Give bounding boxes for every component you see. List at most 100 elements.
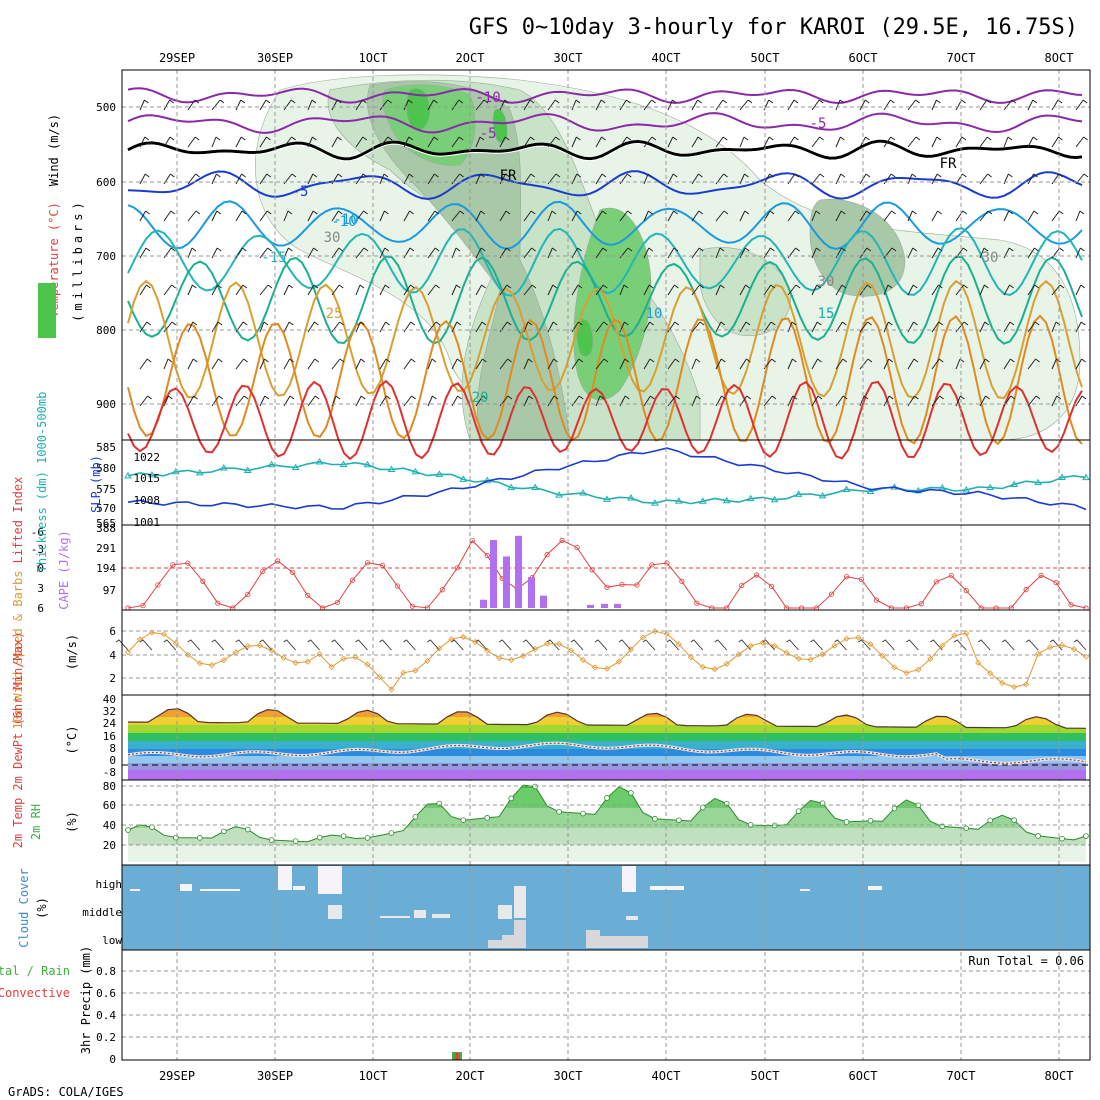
wind-barb <box>163 136 175 148</box>
wind-barb <box>355 247 369 259</box>
wind-barb <box>547 284 558 296</box>
wind-speed-marker <box>1011 683 1018 691</box>
wind-barb <box>451 136 464 148</box>
wind-barb <box>907 358 919 370</box>
wind-barb <box>595 284 608 296</box>
thickness-line-marker <box>1010 480 1019 488</box>
freezing-level-inner <box>127 142 1083 162</box>
li-marker <box>1023 587 1029 593</box>
rh-marker <box>532 783 538 790</box>
wind-barb <box>858 639 871 651</box>
date-bottom-30SEP: 30SEP <box>257 1069 293 1083</box>
cloud-ylabel: (%) <box>35 897 49 919</box>
contour-label-9: -10 <box>331 214 356 230</box>
cloud-high-8 <box>800 889 810 891</box>
wind-barb <box>570 639 584 651</box>
wind-barb <box>787 136 799 148</box>
rh-ytick-40: 40 <box>103 819 116 832</box>
thickness-line-marker <box>770 495 779 503</box>
rh-shade-4 <box>406 88 431 131</box>
wind-barb <box>475 639 488 651</box>
li-marker <box>544 552 550 558</box>
wind-barb <box>331 210 343 222</box>
wind-barb <box>307 321 319 333</box>
wind-barb <box>691 358 701 370</box>
wind-barb <box>763 136 774 148</box>
wind-barb <box>1003 136 1013 148</box>
cape-bar <box>540 595 547 608</box>
wind-barb <box>355 136 368 148</box>
wind-barb <box>1027 99 1038 111</box>
cloud-level-high: high <box>96 878 123 891</box>
wind-barb <box>931 210 942 222</box>
rh-marker <box>891 805 898 812</box>
wind-barb <box>738 639 752 651</box>
wind-speed-marker <box>124 649 132 656</box>
wind-speed-marker <box>927 655 934 662</box>
wind-barb <box>1075 284 1086 296</box>
wind-barb <box>331 99 342 111</box>
wind-barb <box>1027 358 1040 370</box>
li-marker <box>918 601 924 607</box>
thickness-line-marker <box>818 491 827 499</box>
wind-barb <box>307 210 318 222</box>
li-marker <box>484 553 490 559</box>
wind-speed-marker <box>819 651 826 658</box>
date-bottom-2OCT: 2OCT <box>456 1069 485 1083</box>
li-marker <box>245 591 251 597</box>
temp-band-4 <box>128 741 1086 749</box>
rh-band-0 <box>128 845 1086 862</box>
wind-barb <box>1027 247 1039 259</box>
rh-marker <box>388 830 395 836</box>
wind-speed-marker <box>184 651 191 658</box>
date-bottom-3OCT: 3OCT <box>554 1069 583 1083</box>
rh-label: 2m RH <box>29 804 43 840</box>
wind-barb <box>211 247 222 259</box>
wind-barb <box>235 358 248 370</box>
li-marker <box>769 583 775 589</box>
wind-barb <box>811 284 822 296</box>
wind-speed-marker <box>412 667 419 674</box>
wind-barb <box>139 247 151 259</box>
wind-barb <box>979 395 990 407</box>
thickness-line-marker <box>243 466 252 474</box>
li-ytick-4: 6 <box>37 602 44 615</box>
wind-barb <box>979 284 989 296</box>
temp-ytick-3: 16 <box>103 730 116 743</box>
wind-barb <box>283 639 296 651</box>
wind-barb <box>211 136 221 148</box>
cape-ytick-388: 388 <box>96 522 116 535</box>
wind-speed-marker <box>232 649 239 656</box>
wind-barb <box>139 284 151 296</box>
wind-barb <box>259 210 272 222</box>
wind-barb <box>379 136 393 148</box>
wind-barb <box>523 210 536 222</box>
wind-barb <box>547 247 557 259</box>
wind-barb <box>1027 395 1041 407</box>
chart-title: GFS 0~10day 3-hourly for KAROI (29.5E, 1… <box>469 15 1078 40</box>
wind-speed-marker <box>999 679 1006 686</box>
temp-contour-1 <box>127 112 1083 134</box>
li-marker <box>828 591 835 597</box>
wind-panel <box>115 628 1090 693</box>
wind-barb <box>979 136 992 148</box>
wind-barb <box>523 358 533 370</box>
wind-barb <box>859 321 872 333</box>
rh-marker <box>125 827 131 833</box>
wind-barb <box>1001 639 1015 651</box>
wind-barb <box>403 136 414 148</box>
wind-barb <box>619 136 632 148</box>
wind-barb <box>499 136 510 148</box>
wind-barb <box>907 284 918 296</box>
wind-barb <box>739 210 750 222</box>
wind-barb <box>931 136 942 148</box>
rh-marker <box>963 825 970 832</box>
cloud-level-middle: middle <box>82 906 122 919</box>
wind-speed-marker <box>556 640 563 647</box>
rh-marker <box>292 838 299 844</box>
wind-speed-marker <box>987 670 994 677</box>
wind-barb <box>475 136 485 148</box>
frame-precip <box>121 949 1091 1061</box>
cloud-low-3 <box>586 930 600 948</box>
rh-legend-swatch <box>38 283 56 338</box>
